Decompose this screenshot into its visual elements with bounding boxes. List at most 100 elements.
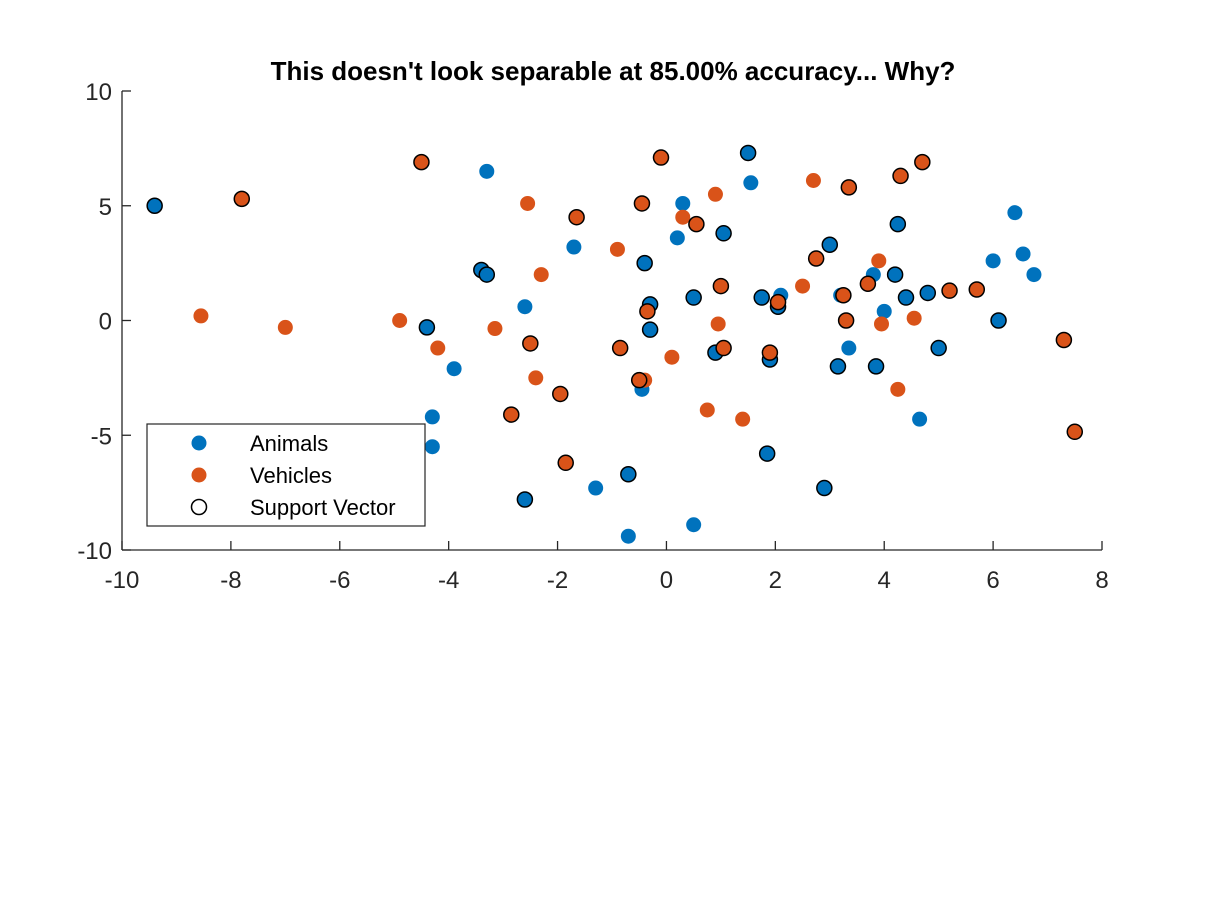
y-tick-label: -10 [77,538,112,565]
legend-marker-support-vector [190,498,208,516]
vehicles-support-vector-point [688,215,705,233]
animals-support-vector-point [739,144,757,162]
vehicles-support-vector-point [233,190,251,208]
legend-label: Support Vector [250,495,396,520]
vehicles-support-vector-point [557,454,574,472]
animals-point [446,361,462,377]
animals-support-vector-point [816,479,833,497]
animals-support-vector-point [620,466,637,483]
animals-point [1026,267,1042,283]
animals-support-vector-point [685,289,702,306]
vehicles-point [664,349,680,365]
animals-point [985,253,1001,269]
data-points [146,144,1084,544]
animals-point [588,480,604,496]
animals-support-vector-point [418,319,436,336]
vehicles-support-vector-point [568,208,585,226]
animals-point [566,239,582,255]
vehicles-point [795,278,811,294]
vehicles-support-vector-point [413,153,430,171]
vehicles-support-vector-point [761,344,779,361]
x-tick-label: -6 [329,567,350,594]
vehicles-support-vector-point [552,385,569,403]
y-tick-label: -5 [91,423,112,450]
animals-support-vector-point [930,339,947,357]
vehicles-support-vector-point [840,179,858,196]
vehicles-support-vector-point [769,293,787,311]
legend: Animals Vehicles Support Vector [146,423,426,527]
vehicles-support-vector-point [941,282,958,299]
animals-support-vector-point [897,289,915,306]
animals-support-vector-point [146,197,163,214]
vehicles-point [193,308,209,324]
animals-point [669,230,685,246]
animals-point [675,195,691,211]
vehicles-point [699,402,715,418]
animals-support-vector-point [829,358,847,375]
vehicles-point [707,186,723,202]
animals-point [841,340,857,356]
y-tick-label: 10 [85,79,112,106]
animals-support-vector-point [821,236,839,254]
vehicles-support-vector-point [837,312,855,329]
vehicles-support-vector-point [715,339,732,357]
vehicles-point [871,253,887,269]
vehicles-support-vector-point [835,287,852,304]
animals-support-vector-point [636,254,653,272]
animals-point [479,163,495,179]
x-tick-label: -4 [438,567,459,594]
vehicles-point [520,195,536,211]
vehicles-support-vector-point [1066,423,1084,441]
vehicles-point [805,173,821,189]
legend-label: Vehicles [250,463,332,488]
animals-support-vector-point [753,289,770,306]
vehicles-support-vector-point [522,335,539,352]
animals-point [1015,246,1031,262]
animals-point [424,409,440,425]
animals-point [1007,205,1023,221]
legend-marker-animals [191,435,207,451]
vehicles-support-vector-point [914,153,931,171]
animals-point [686,517,702,533]
x-tick-label: 4 [878,567,891,594]
chart-title: This doesn't look separable at 85.00% ac… [271,56,956,86]
animals-point [876,303,892,319]
animals-support-vector-point [516,491,534,508]
animals-support-vector-point [478,266,496,283]
vehicles-point [675,209,691,225]
vehicles-support-vector-point [630,371,648,389]
x-tick-label: 2 [769,567,782,594]
vehicles-support-vector-point [611,339,629,357]
x-tick-label: -10 [105,567,140,594]
vehicles-point [430,340,446,356]
vehicles-point [277,319,293,335]
vehicles-point [906,310,922,326]
vehicles-point [528,370,544,386]
animals-support-vector-point [990,312,1007,329]
animals-support-vector-point [919,284,937,302]
vehicles-support-vector-point [503,406,520,423]
vehicles-point [487,321,503,337]
vehicles-support-vector-point [652,149,670,166]
vehicles-support-vector-point [712,277,730,295]
x-tick-label: 8 [1095,567,1108,594]
legend-marker-vehicles [191,467,207,483]
vehicles-support-vector-point [807,250,825,267]
x-tick-label: -8 [220,567,241,594]
x-tick-label: 0 [660,567,673,594]
vehicles-support-vector-point [859,275,877,293]
y-tick-label: 5 [99,194,112,221]
legend-label: Animals [250,431,328,456]
vehicles-support-vector-point [892,167,909,185]
animals-support-vector-point [867,358,885,375]
animals-point [620,528,636,544]
vehicles-point [392,313,408,328]
vehicles-support-vector-point [968,281,986,298]
animals-support-vector-point [889,215,907,233]
vehicles-point [874,316,889,332]
vehicles-point [890,381,906,397]
y-tick-label: 0 [99,309,112,336]
x-tick-label: -2 [547,567,568,594]
animals-support-vector-point [715,225,732,242]
